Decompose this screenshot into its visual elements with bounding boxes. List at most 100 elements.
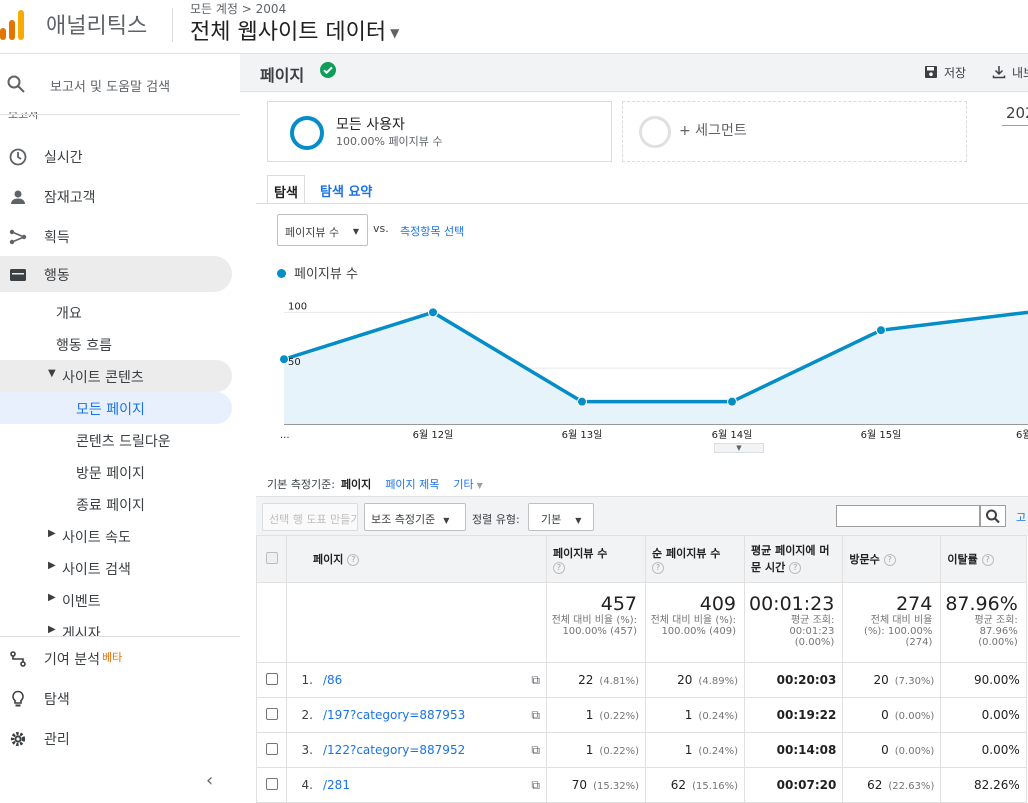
sidebar-item-all-pages[interactable]: 모든 페이지 <box>0 392 232 424</box>
reports-section-header: 보고서 <box>8 112 39 121</box>
metric-select[interactable]: 페이지뷰 수 ▼ <box>277 214 368 246</box>
gear-icon <box>10 731 26 747</box>
sidebar-item-publisher[interactable]: ▶ 게시자 <box>0 616 232 636</box>
chart-data-point <box>428 307 438 318</box>
sidebar-item-admin[interactable]: 관리 <box>0 720 232 756</box>
help-icon[interactable]: ? <box>347 554 360 566</box>
page-path-link[interactable]: /122?category=887952 <box>323 742 466 757</box>
sidebar-item-label: 콘텐츠 드릴다운 <box>76 434 171 450</box>
cell-value: 0 <box>881 743 889 757</box>
tab-explore[interactable]: 탐색 <box>267 175 305 204</box>
table-row: 2. /197?category=887953 ⧉ 1 (0.22%) 1 (0.24%) 0… <box>256 697 1027 733</box>
chart-legend: 페이지뷰 수 <box>277 263 358 282</box>
sidebar-item-site-speed[interactable]: ▶ 사이트 속도 <box>0 520 232 552</box>
open-external-icon[interactable]: ⧉ <box>531 742 540 757</box>
sidebar-item-audience[interactable]: 잠재고객 <box>0 178 232 214</box>
column-header-bounce-rate[interactable]: 이탈률? <box>940 535 1027 583</box>
legend-label: 페이지뷰 수 <box>294 267 358 282</box>
collapse-sidebar-chevron-icon[interactable]: ‹ <box>206 770 214 791</box>
x-tick-label: 6월 12일 <box>413 429 454 441</box>
primary-dimension-bar: 기본 측정기준: 페이지 페이지 제목 기타 ▼ <box>267 476 483 492</box>
triangle-right-icon: ▶ <box>48 592 56 603</box>
page-path-link[interactable]: /281 <box>323 777 350 792</box>
column-header-entrances[interactable]: 방문수? <box>842 535 942 583</box>
dimension-option-other[interactable]: 기타 ▼ <box>453 478 482 491</box>
open-external-icon[interactable]: ⧉ <box>531 707 540 722</box>
x-tick-label: 6월 <box>1016 429 1028 441</box>
column-header-unique-pageviews[interactable]: 순 페이지뷰 수? <box>645 535 745 583</box>
x-tick-label: 6월 14일 <box>712 429 753 441</box>
open-external-icon[interactable]: ⧉ <box>531 672 540 687</box>
sidebar-search[interactable]: 보고서 및 도움말 검색 <box>0 68 240 102</box>
help-icon[interactable]: ? <box>789 562 802 574</box>
date-range-picker[interactable]: 2022 <box>1002 104 1028 126</box>
open-external-icon[interactable]: ⧉ <box>531 777 540 792</box>
sidebar-item-attribution[interactable]: 기여 분석 베타 <box>0 640 232 676</box>
y-tick-label: 50 <box>288 357 301 368</box>
help-icon[interactable]: ? <box>981 554 994 566</box>
sidebar-item-content-drilldown[interactable]: 콘텐츠 드릴다운 <box>0 424 232 456</box>
cell-share: (0.22%) <box>599 746 639 757</box>
cell-value: 0 <box>881 708 889 722</box>
sidebar-item-site-content[interactable]: ▼ 사이트 콘텐츠 <box>0 360 232 392</box>
table-search-button[interactable] <box>980 505 1006 527</box>
help-icon[interactable]: ? <box>652 561 664 574</box>
row-avg-time: 00:14:08 <box>743 732 844 768</box>
column-header-label: 페이지 <box>313 553 344 566</box>
help-icon[interactable]: ? <box>553 561 565 574</box>
row-avg-time: 00:07:20 <box>743 767 844 803</box>
page-path-link[interactable]: /86 <box>323 672 343 687</box>
row-checkbox[interactable] <box>265 672 278 685</box>
sidebar-item-behavior-flow[interactable]: 행동 흐름 <box>0 328 232 360</box>
add-segment-button[interactable]: + 세그먼트 <box>622 101 967 162</box>
column-header-avg-time[interactable]: 평균 페이지에 머문 시간? <box>743 535 844 583</box>
sidebar-item-events[interactable]: ▶ 이벤트 <box>0 584 232 616</box>
save-button[interactable]: 저장 <box>924 64 966 81</box>
plot-rows-button[interactable]: 선택 행 도표 만들기 <box>262 503 358 531</box>
row-entrances: 20 (7.30%) <box>842 662 942 698</box>
chart-resize-handle[interactable]: ▼ <box>714 443 764 453</box>
secondary-dimension-select[interactable]: 보조 측정기준 ▼ <box>364 503 466 531</box>
totals-row: 457 전체 대비 비율 (%): 100.00% (457) 409 전체 대비 … <box>256 582 1027 663</box>
sidebar-item-landing-pages[interactable]: 방문 페이지 <box>0 456 232 488</box>
analytics-logo-icon[interactable] <box>0 10 28 40</box>
row-bounce-rate: 82.26% <box>940 767 1027 803</box>
chart-data-point <box>280 354 289 365</box>
account-breadcrumb[interactable]: 모든 계정 > 2004 <box>190 2 287 16</box>
cell-value: 62 <box>867 778 883 792</box>
sidebar-item-behavior[interactable]: 행동 <box>0 256 232 292</box>
tab-explore-summary[interactable]: 탐색 요약 <box>320 185 373 200</box>
row-checkbox[interactable] <box>265 777 278 790</box>
sidebar-item-overview[interactable]: 개요 <box>0 296 232 328</box>
sidebar-item-label: 행동 <box>44 268 70 284</box>
lightbulb-icon <box>12 690 24 707</box>
dimension-option-page-title[interactable]: 페이지 제목 <box>385 478 440 491</box>
select-metric-link[interactable]: 측정항목 선택 <box>400 225 465 238</box>
sidebar-item-exit-pages[interactable]: 종료 페이지 <box>0 488 232 520</box>
help-icon[interactable]: ? <box>883 554 896 566</box>
total-bounce-rate: 87.96% 평균 조회: 87.96% (0.00%) <box>940 582 1027 663</box>
sidebar-item-label: 방문 페이지 <box>76 466 145 482</box>
column-header-page[interactable]: 페이지? <box>286 535 547 583</box>
tab-divider <box>256 203 1028 204</box>
sidebar-item-acquisition[interactable]: 획득 <box>0 218 232 254</box>
row-checkbox-cell <box>256 732 287 768</box>
export-button[interactable]: 내보내기 <box>992 64 1028 81</box>
advanced-filter-link[interactable]: 고 <box>1016 511 1027 524</box>
property-selector[interactable]: 전체 웹사이트 데이터 ▼ <box>190 14 399 46</box>
sidebar-item-label: 게시자 <box>62 626 101 636</box>
page-path-link[interactable]: /197?category=887953 <box>323 707 466 722</box>
table-filter-input[interactable] <box>836 505 980 527</box>
row-index: 3. <box>301 742 313 757</box>
segment-all-users[interactable]: 모든 사용자 100.00% 페이지뷰 수 <box>267 101 612 162</box>
sidebar-item-site-search[interactable]: ▶ 사이트 검색 <box>0 552 232 584</box>
sidebar-item-realtime[interactable]: 실시간 <box>0 138 232 174</box>
row-checkbox[interactable] <box>265 742 278 755</box>
row-index: 4. <box>301 777 313 792</box>
select-all-checkbox[interactable] <box>265 551 278 564</box>
column-header-pageviews[interactable]: 페이지뷰 수? <box>546 535 646 583</box>
sort-type-select[interactable]: 기본 ▼ <box>528 503 594 531</box>
total-entrances: 274 전체 대비 비율 (%): 100.00% (274) <box>842 582 942 663</box>
sidebar-item-discover[interactable]: 탐색 <box>0 680 232 716</box>
row-checkbox[interactable] <box>265 707 278 720</box>
